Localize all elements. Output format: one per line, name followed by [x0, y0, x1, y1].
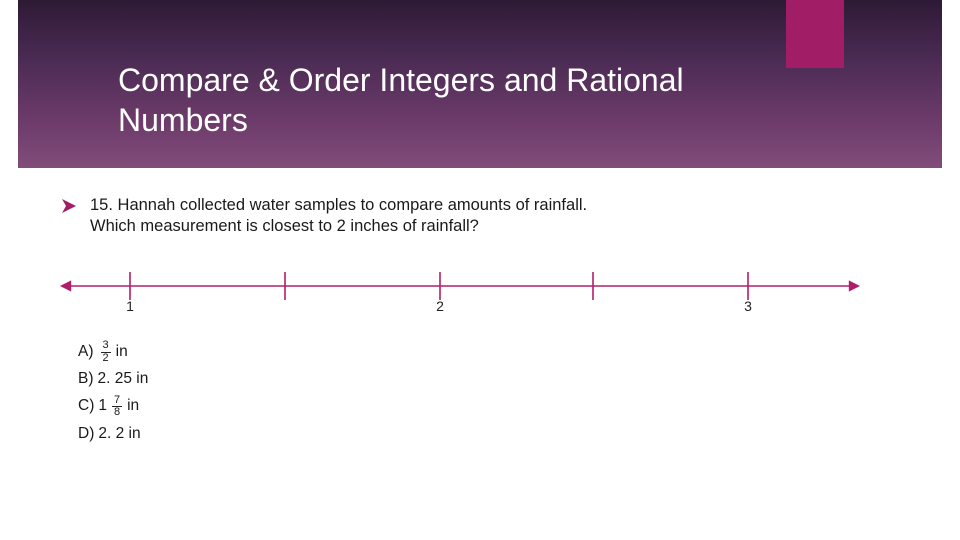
choice-value: 2. 2 in — [98, 425, 140, 444]
accent-tab — [786, 0, 844, 68]
question-block: 15. Hannah collected water samples to co… — [60, 195, 920, 238]
answer-choice: A) 32 in — [78, 340, 148, 364]
answer-choices: A)32inB)2. 25 inC)178inD)2. 2 in — [78, 340, 148, 449]
answer-choice: D)2. 2 in — [78, 425, 148, 444]
numberline-tick-label: 1 — [126, 298, 134, 314]
numberline-tick-label: 2 — [436, 298, 444, 314]
choice-unit: in — [116, 343, 128, 362]
numberline-tick-label: 3 — [744, 298, 752, 314]
choice-whole: 1 — [98, 397, 107, 416]
choice-letter: C) — [78, 397, 94, 416]
bullet-arrow-icon — [60, 197, 78, 215]
choice-fraction: 32 — [101, 340, 111, 364]
question-part-a: Hannah collected water samples to compar… — [118, 196, 588, 214]
slide-title: Compare & Order Integers and Rational Nu… — [118, 60, 818, 140]
choice-letter: B) — [78, 370, 94, 389]
choice-letter: D) — [78, 425, 94, 444]
choice-letter: A) — [78, 343, 94, 362]
answer-choice: B)2. 25 in — [78, 370, 148, 389]
question-part-b: Which measurement is closest to 2 inches… — [90, 217, 479, 235]
choice-fraction: 78 — [112, 395, 122, 419]
answer-choice: C)1 78 in — [78, 395, 148, 419]
number-line: 1 2 3 — [60, 258, 860, 318]
question-text: 15. Hannah collected water samples to co… — [90, 195, 920, 238]
header-band: Compare & Order Integers and Rational Nu… — [18, 0, 942, 168]
question-number: 15. — [90, 196, 113, 214]
choice-value: 2. 25 in — [98, 370, 149, 389]
number-line-svg — [60, 258, 860, 318]
choice-unit: in — [127, 397, 139, 416]
